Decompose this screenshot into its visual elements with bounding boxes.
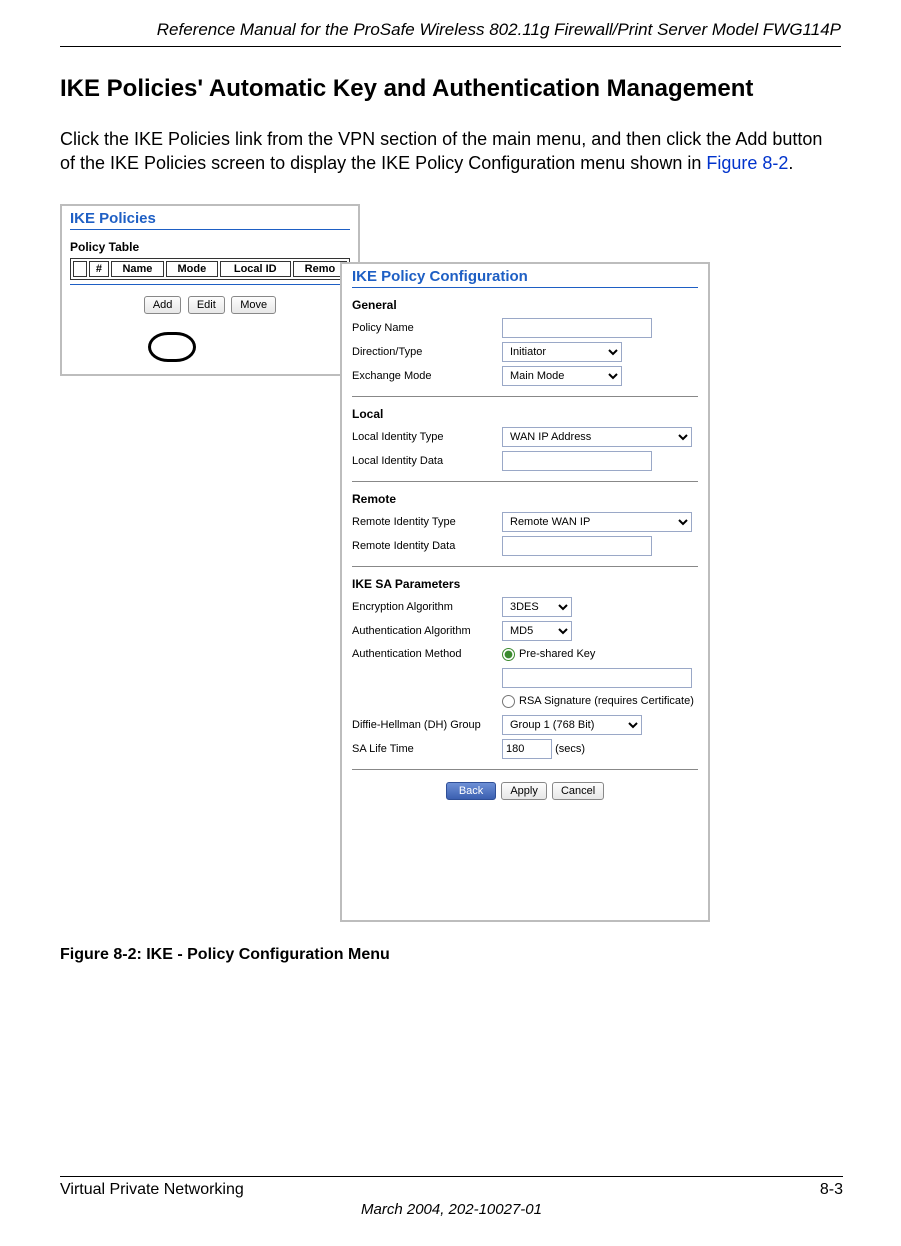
rsa-label: RSA Signature (requires Certificate) — [519, 695, 694, 707]
col-localid: Local ID — [220, 261, 291, 277]
direction-label: Direction/Type — [352, 346, 502, 358]
intro-paragraph: Click the IKE Policies link from the VPN… — [60, 127, 841, 176]
remote-id-type-label: Remote Identity Type — [352, 516, 502, 528]
remote-id-data-label: Remote Identity Data — [352, 540, 502, 552]
dh-label: Diffie-Hellman (DH) Group — [352, 719, 502, 731]
exchange-label: Exchange Mode — [352, 370, 502, 382]
auth-alg-label: Authentication Algorithm — [352, 625, 502, 637]
footer-right: 8-3 — [820, 1181, 843, 1199]
local-id-type-select[interactable]: WAN IP Address — [502, 427, 692, 447]
local-id-data-label: Local Identity Data — [352, 455, 502, 467]
ike-policy-config-panel: IKE Policy Configuration General Policy … — [340, 262, 710, 922]
move-button[interactable]: Move — [231, 296, 276, 314]
sa-life-label: SA Life Time — [352, 743, 502, 755]
figure-link[interactable]: Figure 8-2 — [706, 153, 788, 173]
col-remo: Remo — [293, 261, 347, 277]
rsa-radio[interactable] — [502, 695, 515, 708]
remote-id-type-select[interactable]: Remote WAN IP — [502, 512, 692, 532]
ike-policy-config-title: IKE Policy Configuration — [352, 268, 698, 288]
enc-alg-select[interactable]: 3DES — [502, 597, 572, 617]
col-num: # — [89, 261, 109, 277]
local-header: Local — [352, 407, 698, 421]
cancel-button[interactable]: Cancel — [552, 782, 604, 800]
remote-id-data-input[interactable] — [502, 536, 652, 556]
add-highlight-oval — [148, 332, 196, 362]
exchange-select[interactable]: Main Mode — [502, 366, 622, 386]
psk-input[interactable] — [502, 668, 692, 688]
psk-radio[interactable] — [502, 648, 515, 661]
sa-life-unit: (secs) — [555, 743, 585, 755]
enc-alg-label: Encryption Algorithm — [352, 601, 502, 613]
local-id-data-input[interactable] — [502, 451, 652, 471]
section-title: IKE Policies' Automatic Key and Authenti… — [60, 75, 841, 103]
footer-left: Virtual Private Networking — [60, 1181, 244, 1199]
dh-select[interactable]: Group 1 (768 Bit) — [502, 715, 642, 735]
remote-header: Remote — [352, 492, 698, 506]
back-button[interactable]: Back — [446, 782, 496, 800]
policy-table: # Name Mode Local ID Remo — [70, 258, 350, 280]
direction-select[interactable]: Initiator — [502, 342, 622, 362]
psk-label: Pre-shared Key — [519, 648, 595, 660]
general-header: General — [352, 298, 698, 312]
ike-policies-panel: IKE Policies Policy Table # Name Mode Lo… — [60, 204, 360, 376]
policy-name-input[interactable] — [502, 318, 652, 338]
figure-caption: Figure 8-2: IKE - Policy Configuration M… — [60, 946, 841, 964]
footer-date: March 2004, 202-10027-01 — [60, 1201, 843, 1218]
ike-policies-title: IKE Policies — [70, 210, 350, 230]
page-footer: Virtual Private Networking 8-3 March 200… — [60, 1176, 843, 1218]
sa-life-input[interactable] — [502, 739, 552, 759]
policy-name-label: Policy Name — [352, 322, 502, 334]
add-button[interactable]: Add — [144, 296, 182, 314]
page-header: Reference Manual for the ProSafe Wireles… — [60, 20, 841, 47]
edit-button[interactable]: Edit — [188, 296, 225, 314]
intro-text-post: . — [788, 153, 793, 173]
local-id-type-label: Local Identity Type — [352, 431, 502, 443]
auth-method-label: Authentication Method — [352, 648, 502, 660]
policy-table-label: Policy Table — [70, 240, 350, 254]
col-name: Name — [111, 261, 164, 277]
apply-button[interactable]: Apply — [501, 782, 547, 800]
auth-alg-select[interactable]: MD5 — [502, 621, 572, 641]
ike-sa-header: IKE SA Parameters — [352, 577, 698, 591]
figure-area: IKE Policies Policy Table # Name Mode Lo… — [60, 204, 680, 924]
col-mode: Mode — [166, 261, 218, 277]
